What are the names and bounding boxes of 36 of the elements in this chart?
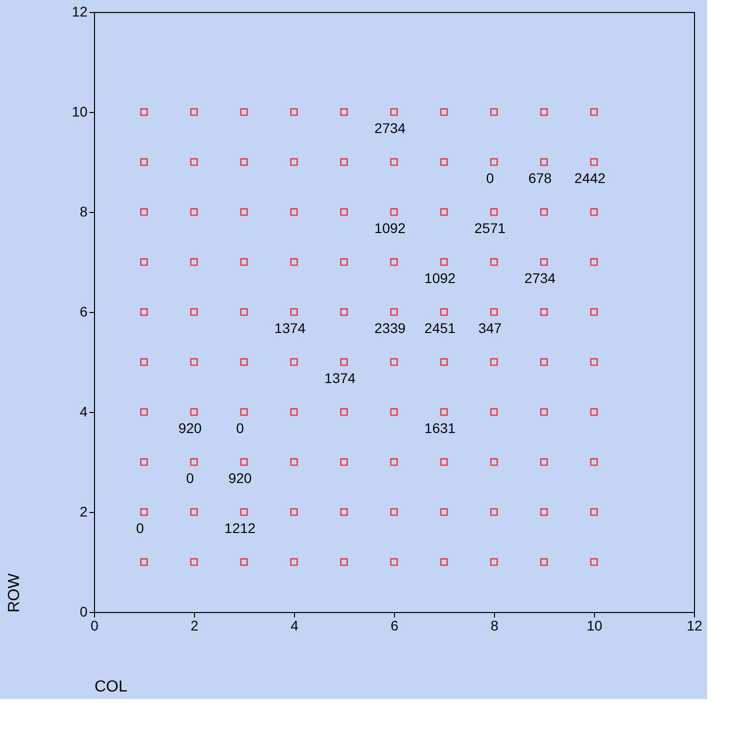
x-tick-label: 6	[390, 618, 399, 634]
y-tick-label: 2	[80, 504, 88, 520]
x-tick-label: 2	[190, 618, 199, 634]
annotation: 920	[228, 470, 252, 486]
y-axis-title: ROW	[6, 572, 23, 612]
annotation: 1374	[324, 370, 356, 386]
annotation: 2442	[574, 170, 606, 186]
annotation: 0	[486, 170, 494, 186]
y-tick-label: 6	[80, 304, 88, 320]
x-axis-title: COL	[94, 678, 128, 696]
annotation: 1212	[224, 520, 256, 536]
x-tick-label: 10	[586, 618, 602, 634]
y-tick-label: 12	[72, 4, 88, 20]
annotation: 2451	[424, 320, 456, 336]
x-tick-label: 12	[686, 618, 702, 634]
annotation: 2734	[374, 120, 406, 136]
annotation: 0	[136, 520, 144, 536]
annotation: 920	[178, 420, 202, 436]
annotation: 1092	[374, 220, 406, 236]
y-tick-label: 8	[80, 204, 88, 220]
annotation: 0	[236, 420, 244, 436]
y-tick-label: 10	[72, 104, 88, 120]
annotation: 678	[528, 170, 552, 186]
annotation: 2571	[474, 220, 506, 236]
y-tick-label: 0	[80, 604, 88, 620]
annotation: 347	[478, 320, 502, 336]
y-tick-label: 4	[80, 404, 88, 420]
annotation: 2339	[374, 320, 406, 336]
x-tick-label: 8	[490, 618, 499, 634]
annotation: 1092	[424, 270, 456, 286]
annotation: 0	[186, 470, 194, 486]
x-tick-label: 4	[290, 618, 299, 634]
annotation: 1631	[424, 420, 456, 436]
x-tick-label: 0	[90, 618, 99, 634]
annotation: 1374	[274, 320, 306, 336]
annotation: 2734	[524, 270, 556, 286]
